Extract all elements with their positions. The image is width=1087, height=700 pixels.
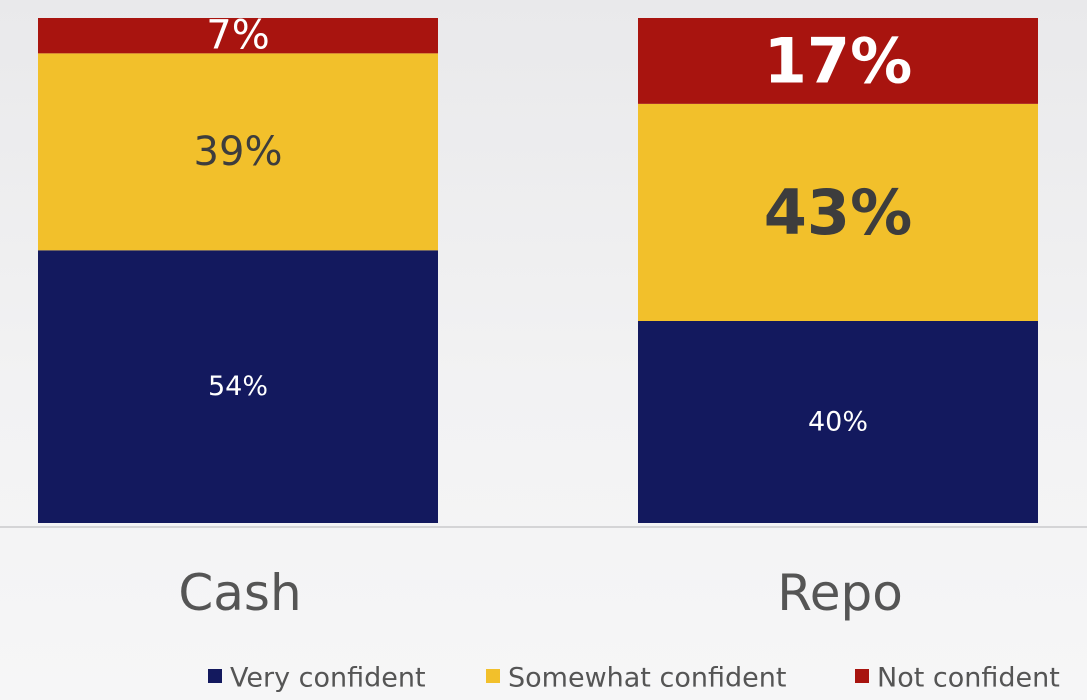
legend: Very confident Somewhat confident Not conf…: [208, 663, 1060, 694]
bar-segment-repo-very-confident: [638, 321, 1038, 523]
legend-swatch-somewhat-confident: [486, 669, 500, 683]
data-label-repo-not-confident: 17%: [764, 24, 912, 97]
legend-label-not-confident: Not confident: [877, 663, 1060, 694]
data-label-repo-very-confident: 40%: [808, 407, 868, 438]
category-labels: Cash Repo: [178, 564, 902, 622]
bar-segment-cash-somewhat-confident: [38, 53, 438, 251]
category-label-repo: Repo: [777, 564, 903, 622]
bars-group: 54% 39% 7% 40% 43% 17%: [38, 13, 1038, 524]
bar-segment-repo-somewhat-confident: [638, 103, 1038, 321]
data-label-cash-not-confident: 7%: [206, 13, 269, 59]
data-label-cash-very-confident: 54%: [208, 371, 268, 402]
data-label-cash-somewhat-confident: 39%: [194, 129, 283, 175]
legend-label-somewhat-confident: Somewhat confident: [508, 663, 786, 694]
bar-segment-cash-very-confident: [38, 250, 438, 524]
bar-segment-cash-not-confident: [38, 18, 438, 54]
data-label-repo-somewhat-confident: 43%: [764, 176, 912, 249]
bar-segment-repo-not-confident: [638, 18, 1038, 104]
legend-swatch-not-confident: [855, 669, 869, 683]
category-label-cash: Cash: [178, 564, 301, 622]
legend-swatch-very-confident: [208, 669, 222, 683]
legend-label-very-confident: Very confident: [230, 663, 426, 694]
